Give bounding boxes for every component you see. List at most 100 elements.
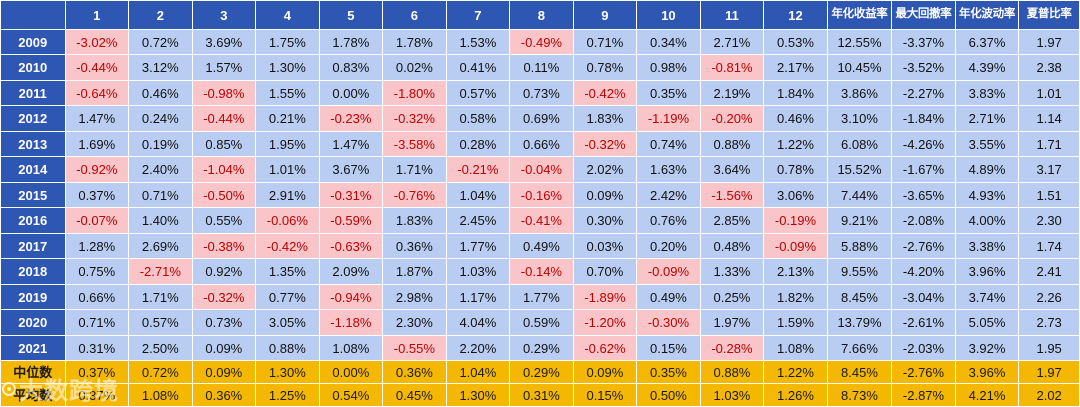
sharpe-ratio-cell: 1.71: [1018, 130, 1080, 158]
month-return-cell: -0.19%: [763, 207, 828, 234]
month-return-cell: 1.77%: [445, 232, 511, 260]
month-return-cell: 3.05%: [255, 309, 320, 336]
month-return-cell: 0.83%: [318, 54, 384, 81]
annual-return-cell: 9.55%: [826, 258, 893, 285]
summary-metric-cell: 8.45%: [826, 360, 893, 385]
month-return-cell: 0.25%: [699, 283, 765, 311]
month-return-cell: 0.66%: [64, 283, 130, 311]
summary-month-cell: 0.37%: [64, 383, 130, 407]
month-return-cell: 0.85%: [191, 130, 257, 158]
year-label: 2011: [0, 79, 66, 107]
summary-metric-cell: 4.21%: [954, 383, 1020, 407]
month-return-cell: 2.91%: [255, 181, 320, 209]
month-return-cell: -0.21%: [445, 156, 511, 183]
month-return-cell: 1.55%: [255, 79, 320, 107]
year-label: 2009: [0, 28, 66, 56]
table-row: 2019 0.66% 1.71% -0.32% 0.77% -0.94% 2.98% 1.17…: [0, 283, 1080, 311]
month-return-cell: 0.11%: [509, 54, 574, 81]
header-month-4: 4: [255, 0, 320, 30]
year-label: 2014: [0, 156, 66, 183]
table-row: 2012 1.47% 0.24% -0.44% 0.21% -0.23% -0.32% 0.5…: [0, 105, 1080, 132]
month-return-cell: 1.22%: [763, 130, 828, 158]
annual-volatility-cell: 3.74%: [954, 283, 1020, 311]
month-return-cell: 2.42%: [636, 181, 701, 209]
summary-month-cell: 1.30%: [445, 383, 511, 407]
annual-volatility-cell: 3.38%: [954, 232, 1020, 260]
year-label: 2016: [0, 207, 66, 234]
month-return-cell: -0.07%: [64, 207, 130, 234]
month-return-cell: 1.53%: [445, 28, 511, 56]
summary-row: 中位数 0.37% 0.72% 0.09% 1.30% 0.00% 0.36% 1.04% 0.…: [0, 360, 1080, 385]
month-return-cell: -0.14%: [509, 258, 574, 285]
month-return-cell: 1.03%: [445, 258, 511, 285]
summary-month-cell: 1.26%: [763, 383, 828, 407]
year-label: 2015: [0, 181, 66, 209]
month-return-cell: 0.75%: [64, 258, 130, 285]
header-row: 1 2 3 4 5 6 7 8 9 10 11 12 年化收益率 最大回撤率 年…: [0, 0, 1080, 30]
sharpe-ratio-cell: 2.41: [1018, 258, 1080, 285]
month-return-cell: 0.34%: [636, 28, 701, 56]
annual-return-cell: 5.88%: [826, 232, 893, 260]
header-sharpe-ratio: 夏普比率: [1018, 0, 1080, 30]
month-return-cell: 3.06%: [763, 181, 828, 209]
summary-metric-cell: 3.96%: [954, 360, 1020, 385]
month-return-cell: 0.28%: [445, 130, 511, 158]
max-drawdown-cell: -4.26%: [891, 130, 956, 158]
month-return-cell: -1.04%: [191, 156, 257, 183]
month-return-cell: -0.28%: [699, 334, 765, 362]
annual-return-cell: 12.55%: [826, 28, 893, 56]
table-row: 2021 0.31% 2.50% 0.09% 0.88% 1.08% -0.55% 2.20%…: [0, 334, 1080, 362]
month-return-cell: -0.63%: [318, 232, 384, 260]
month-return-cell: -0.04%: [509, 156, 574, 183]
max-drawdown-cell: -1.84%: [891, 105, 956, 132]
month-return-cell: -0.09%: [636, 258, 701, 285]
month-return-cell: 0.29%: [509, 334, 574, 362]
month-return-cell: 0.41%: [445, 54, 511, 81]
month-return-cell: 2.20%: [445, 334, 511, 362]
month-return-cell: -0.23%: [318, 105, 384, 132]
month-return-cell: 1.47%: [318, 130, 384, 158]
annual-volatility-cell: 3.96%: [954, 258, 1020, 285]
header-month-5: 5: [318, 0, 384, 30]
header-month-6: 6: [382, 0, 447, 30]
annual-volatility-cell: 3.83%: [954, 79, 1020, 107]
header-month-9: 9: [572, 0, 638, 30]
table-row: 2010 -0.44% 3.12% 1.57% 1.30% 0.83% 0.02% 0.41%…: [0, 54, 1080, 81]
month-return-cell: 4.04%: [445, 309, 511, 336]
max-drawdown-cell: -1.67%: [891, 156, 956, 183]
sharpe-ratio-cell: 2.30: [1018, 207, 1080, 234]
summary-month-cell: 0.54%: [318, 383, 384, 407]
sharpe-ratio-cell: 1.74: [1018, 232, 1080, 260]
month-return-cell: 1.78%: [382, 28, 447, 56]
month-return-cell: -0.42%: [572, 79, 638, 107]
table-row: 2013 1.69% 0.19% 0.85% 1.95% 1.47% -3.58% 0.28%…: [0, 130, 1080, 158]
month-return-cell: 2.45%: [445, 207, 511, 234]
annual-return-cell: 6.08%: [826, 130, 893, 158]
summary-month-cell: 1.30%: [255, 360, 320, 385]
month-return-cell: -0.94%: [318, 283, 384, 311]
summary-month-cell: 0.35%: [636, 360, 701, 385]
month-return-cell: 0.76%: [636, 207, 701, 234]
month-return-cell: 3.69%: [191, 28, 257, 56]
year-label: 2017: [0, 232, 66, 260]
annual-return-cell: 13.79%: [826, 309, 893, 336]
month-return-cell: 1.97%: [699, 309, 765, 336]
month-return-cell: 0.57%: [128, 309, 193, 336]
summary-metric-cell: 1.97: [1018, 360, 1080, 385]
month-return-cell: -0.62%: [572, 334, 638, 362]
sharpe-ratio-cell: 1.97: [1018, 28, 1080, 56]
month-return-cell: 0.77%: [255, 283, 320, 311]
month-return-cell: 0.35%: [636, 79, 701, 107]
year-label: 2018: [0, 258, 66, 285]
summary-month-cell: 0.88%: [699, 360, 765, 385]
year-rows: 2009 -3.02% 0.72% 3.69% 1.75% 1.78% 1.78% 1.53%…: [0, 28, 1080, 362]
month-return-cell: -0.09%: [763, 232, 828, 260]
month-return-cell: 1.71%: [128, 283, 193, 311]
summary-month-cell: 0.37%: [64, 360, 130, 385]
month-return-cell: 0.70%: [572, 258, 638, 285]
month-return-cell: -0.20%: [699, 105, 765, 132]
year-label: 2019: [0, 283, 66, 311]
month-return-cell: 3.64%: [699, 156, 765, 183]
month-return-cell: 1.59%: [763, 309, 828, 336]
annual-volatility-cell: 5.05%: [954, 309, 1020, 336]
